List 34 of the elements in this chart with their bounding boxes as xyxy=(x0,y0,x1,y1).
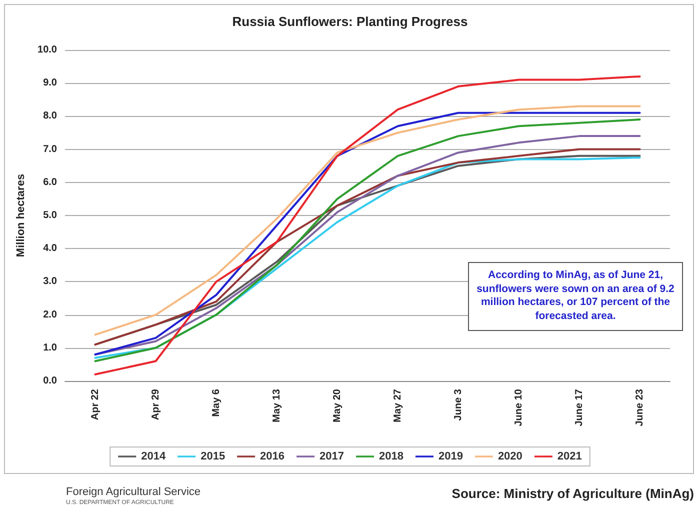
chart-title: Russia Sunflowers: Planting Progress xyxy=(232,14,468,29)
y-tick-label: 2.0 xyxy=(43,309,58,320)
x-tick-label: June 17 xyxy=(574,388,585,426)
y-tick-label: 4.0 xyxy=(43,243,58,254)
y-tick-label: 5.0 xyxy=(43,210,58,221)
x-tick-label: Apr 29 xyxy=(150,388,162,420)
y-tick-label: 1.0 xyxy=(43,342,58,354)
x-tick-label: May 20 xyxy=(332,388,343,422)
annotation: According to MinAg, as of June 21, sunflowers were sown on an area of 9.2 million hectares, or 107 percent of the forecasted area. xyxy=(468,262,683,331)
legend-label: 2016 xyxy=(260,450,285,462)
x-tick-label: May 27 xyxy=(392,388,404,422)
x-tick-label: Apr 22 xyxy=(90,388,101,420)
y-tick-label: 10.0 xyxy=(38,44,58,56)
x-tick-label: May 6 xyxy=(210,388,222,417)
y-tick-label: 3.0 xyxy=(43,276,58,288)
y-tick-label: 9.0 xyxy=(43,78,58,89)
legend-label: 2017 xyxy=(320,450,344,462)
legend-label: 2015 xyxy=(200,450,226,462)
y-axis-title: Million hectares xyxy=(15,174,28,258)
y-tick-label: 6.0 xyxy=(43,176,58,188)
legend-label: 2014 xyxy=(141,450,166,462)
text: Foreign Agricultural Service xyxy=(66,486,201,498)
y-tick-label: 8.0 xyxy=(43,110,58,122)
legend-label: 2019 xyxy=(438,450,463,462)
y-tick-label: 7.0 xyxy=(43,144,58,155)
source-note: Source: Ministry of Agriculture (MinAg) xyxy=(452,486,694,501)
legend-label: 2020 xyxy=(498,450,522,462)
legend-label: 2021 xyxy=(557,450,582,462)
x-tick-label: June 23 xyxy=(634,388,646,426)
legend-label: 2018 xyxy=(379,450,404,462)
x-tick-label: May 13 xyxy=(271,388,282,422)
y-tick-label: 0.0 xyxy=(43,376,58,386)
x-tick-label: June 3 xyxy=(452,388,464,421)
x-tick-label: June 10 xyxy=(513,388,524,426)
